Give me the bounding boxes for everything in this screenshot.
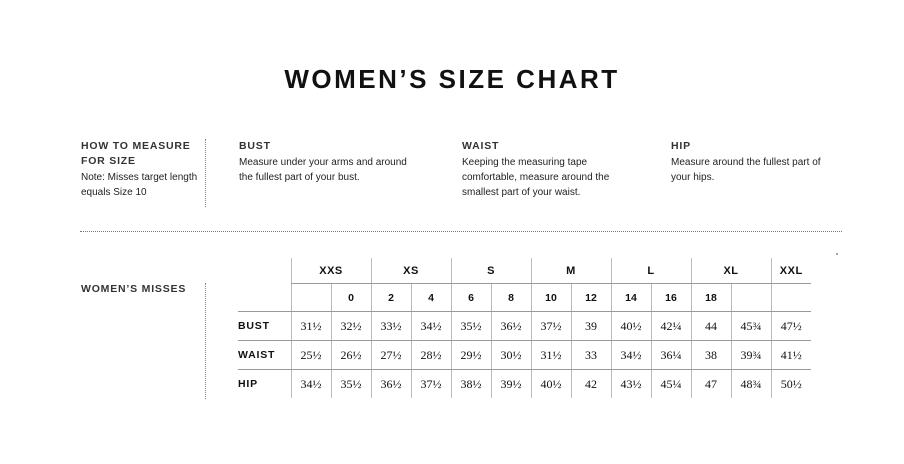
- numeric-size-cell: 12: [570, 283, 611, 312]
- table-row-bust: BUST 31½ 32½ 33½ 34½ 35½ 36½ 37½ 39 40½ …: [238, 311, 811, 341]
- numeric-size-cell: 0: [330, 283, 371, 312]
- table-cell: 43½: [610, 369, 651, 398]
- stray-mark: [836, 253, 838, 255]
- numeric-size-cell: 6: [450, 283, 491, 312]
- table-cell: 25½: [290, 340, 331, 370]
- row-label: BUST: [238, 311, 291, 341]
- size-group-header-row: XXS XS S M L XL XXL: [238, 258, 811, 284]
- table-cell: 37½: [410, 369, 451, 398]
- table-cell: 36¼: [650, 340, 691, 370]
- waist-instructions: Keeping the measuring tape comfortable, …: [462, 157, 610, 198]
- table-cell: 30½: [490, 340, 531, 370]
- numeric-size-label-cell: [238, 283, 291, 312]
- table-row-hip: HIP 34½ 35½ 36½ 37½ 38½ 39½ 40½ 42 43½ 4…: [238, 369, 811, 398]
- table-cell: 45¼: [650, 369, 691, 398]
- hip-heading: HIP: [671, 140, 691, 152]
- table-cell: 28½: [410, 340, 451, 370]
- table-cell: 31½: [530, 340, 571, 370]
- table-cell: 38: [690, 340, 731, 370]
- table-cell: 34½: [290, 369, 331, 398]
- row-label: HIP: [238, 378, 258, 390]
- numeric-size-cell: 4: [410, 283, 451, 312]
- table-cell: 48¾: [730, 369, 771, 398]
- table-cell: 42: [570, 369, 611, 398]
- numeric-size-cell: [290, 283, 331, 312]
- table-cell: 35½: [330, 369, 371, 398]
- size-group-xl: XL: [690, 258, 771, 284]
- table-cell: 39: [570, 311, 611, 341]
- table-cell: 34½: [610, 340, 651, 370]
- size-group-m: M: [530, 258, 611, 284]
- table-cell: 42¼: [650, 311, 691, 341]
- numeric-size-cell: 16: [650, 283, 691, 312]
- numeric-size-cell: 10: [530, 283, 571, 312]
- table-cell: 39¾: [730, 340, 771, 370]
- horizontal-dotted-divider: [80, 231, 842, 232]
- table-cell: 40½: [610, 311, 651, 341]
- numeric-size-cell: 18: [690, 283, 731, 312]
- how-to-measure-heading: HOW TO MEASURE FOR SIZE: [81, 140, 191, 167]
- size-group-xxl: XXL: [770, 258, 811, 284]
- table-cell: 45¾: [730, 311, 771, 341]
- size-chart-table: XXS XS S M L XL XXL 0 2 4 6 8 10 12 14 1…: [238, 258, 811, 398]
- how-to-measure-note: Note: Misses target length equals Size 1…: [81, 172, 198, 198]
- table-cell: 26½: [330, 340, 371, 370]
- table-cell: 36½: [370, 369, 411, 398]
- bust-measure-column: BUST Measure under your arms and around …: [239, 139, 419, 185]
- numeric-size-cell: [770, 283, 811, 312]
- hip-instructions: Measure around the fullest part of your …: [671, 157, 821, 183]
- size-group-xs: XS: [370, 258, 451, 284]
- table-cell: 50½: [770, 369, 811, 398]
- row-label: WAIST: [238, 340, 291, 370]
- section-label-womens-misses: WOMEN’S MISSES: [81, 283, 187, 295]
- table-cell: 37½: [530, 311, 571, 341]
- table-cell: 32½: [330, 311, 371, 341]
- table-cell: 44: [690, 311, 731, 341]
- numeric-size-cell: 14: [610, 283, 651, 312]
- bust-instructions: Measure under your arms and around the f…: [239, 157, 407, 183]
- table-cell: 33½: [370, 311, 411, 341]
- page-title: WOMEN’S SIZE CHART: [284, 64, 620, 94]
- table-cell: 29½: [450, 340, 491, 370]
- hip-measure-column: HIP Measure around the fullest part of y…: [671, 139, 821, 185]
- table-cell: 39½: [490, 369, 531, 398]
- table-cell: 31½: [290, 311, 331, 341]
- corner-cell: [238, 258, 291, 284]
- numeric-size-cell: 2: [370, 283, 411, 312]
- size-group-s: S: [450, 258, 531, 284]
- table-cell: 40½: [530, 369, 571, 398]
- waist-measure-column: WAIST Keeping the measuring tape comfort…: [462, 139, 622, 200]
- table-cell: 47½: [770, 311, 811, 341]
- table-row-waist: WAIST 25½ 26½ 27½ 28½ 29½ 30½ 31½ 33 34½…: [238, 340, 811, 370]
- bust-heading: BUST: [239, 140, 271, 152]
- numeric-size-row: 0 2 4 6 8 10 12 14 16 18: [238, 283, 811, 312]
- numeric-size-cell: [730, 283, 771, 312]
- vertical-dotted-divider-table: [205, 283, 206, 399]
- size-group-l: L: [610, 258, 691, 284]
- table-cell: 47: [690, 369, 731, 398]
- table-cell: 34½: [410, 311, 451, 341]
- size-group-xxs: XXS: [290, 258, 371, 284]
- table-cell: 38½: [450, 369, 491, 398]
- waist-heading: WAIST: [462, 140, 500, 152]
- table-cell: 27½: [370, 340, 411, 370]
- table-cell: 33: [570, 340, 611, 370]
- numeric-size-cell: 8: [490, 283, 531, 312]
- table-cell: 36½: [490, 311, 531, 341]
- vertical-dotted-divider: [205, 139, 206, 207]
- table-cell: 41½: [770, 340, 811, 370]
- table-cell: 35½: [450, 311, 491, 341]
